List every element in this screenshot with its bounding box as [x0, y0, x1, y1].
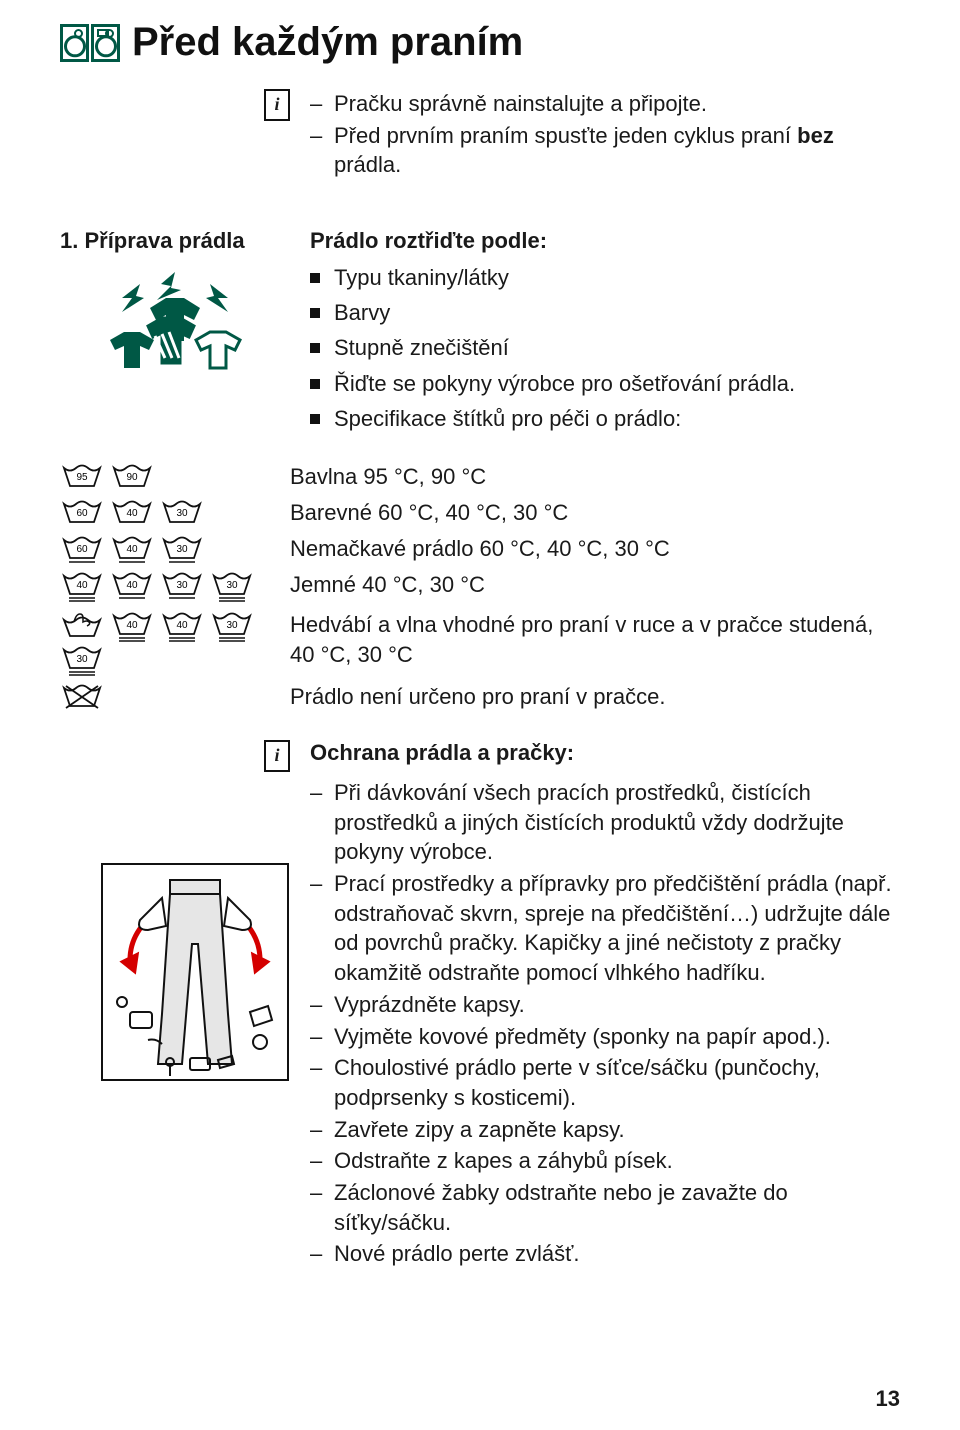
- wash-symbol-icon: 40: [110, 570, 154, 600]
- empty-pockets-icon: [100, 862, 290, 1082]
- svg-text:60: 60: [76, 544, 88, 555]
- label-row: Prádlo není určeno pro praní v pračce.: [60, 682, 900, 712]
- sort-item: Barvy: [310, 295, 900, 330]
- page-title: Před každým praním: [132, 20, 523, 65]
- sort-item: Typu tkaniny/látky: [310, 260, 900, 295]
- wash-symbol-icon: 40: [160, 610, 204, 640]
- manual-page: Před každým praním i Pračku správně nain…: [0, 0, 960, 1430]
- label-row: 95 90 Bavlna 95 °C, 90 °C: [60, 462, 900, 492]
- svg-text:40: 40: [126, 508, 138, 519]
- protect-item: Choulostivé prádlo perte v síťce/sáčku (…: [310, 1053, 900, 1112]
- wash-symbol-icon: 30: [160, 534, 204, 564]
- protect-item: Vyjměte kovové předměty (sponky na papír…: [310, 1022, 900, 1052]
- svg-text:90: 90: [126, 472, 138, 483]
- protection-section: i: [60, 740, 900, 1271]
- svg-text:40: 40: [126, 580, 138, 591]
- wash-symbol-icon: 30: [210, 570, 254, 600]
- intro-item: Před prvním praním spusťte jeden cyklus …: [310, 121, 900, 180]
- svg-text:40: 40: [176, 620, 188, 631]
- wash-symbol-icon: 40: [110, 610, 154, 640]
- page-number: 13: [876, 1386, 900, 1412]
- svg-text:40: 40: [76, 580, 88, 591]
- wash-symbol-icon: 60: [60, 534, 104, 564]
- protect-item: Při dávkování všech pracích prostředků, …: [310, 778, 900, 867]
- label-text: Hedvábí a vlna vhodné pro praní v ruce a…: [290, 610, 900, 669]
- svg-text:30: 30: [226, 580, 238, 591]
- label-text: Barevné 60 °C, 40 °C, 30 °C: [290, 498, 900, 528]
- svg-text:60: 60: [76, 508, 88, 519]
- svg-text:40: 40: [126, 620, 138, 631]
- svg-text:30: 30: [176, 508, 188, 519]
- sort-shirts-icon: [100, 266, 250, 391]
- protect-heading: Ochrana prádla a pračky:: [310, 740, 900, 766]
- label-text: Prádlo není určeno pro praní v pračce.: [290, 682, 900, 712]
- label-row: 40 40 30 30 Jemné 40 °C, 30 °C: [60, 570, 900, 600]
- intro-item: Pračku správně nainstalujte a připojte.: [310, 89, 900, 119]
- info-icon: i: [264, 740, 290, 772]
- svg-text:30: 30: [76, 654, 88, 665]
- info-icon: i: [264, 89, 290, 121]
- svg-text:30: 30: [176, 544, 188, 555]
- wash-symbol-icon: 40: [110, 534, 154, 564]
- wash-symbol-icon: 30: [210, 610, 254, 640]
- protect-item: Záclonové žabky odstraňte nebo je zavažt…: [310, 1178, 900, 1237]
- wash-symbol-icon: 40: [110, 498, 154, 528]
- wash-symbol-icon: 30: [60, 644, 104, 674]
- wash-symbol-icon: 40: [60, 570, 104, 600]
- protect-list: Při dávkování všech pracích prostředků, …: [310, 778, 900, 1269]
- svg-text:30: 30: [176, 580, 188, 591]
- sort-item: Řiďte se pokyny výrobce pro ošetřování p…: [310, 366, 900, 401]
- intro-row: i Pračku správně nainstalujte a připojte…: [60, 89, 900, 182]
- svg-text:30: 30: [226, 620, 238, 631]
- wash-symbol-icon: 60: [60, 498, 104, 528]
- svg-text:95: 95: [76, 472, 88, 483]
- protect-item: Prací prostředky a přípravky pro předčiš…: [310, 869, 900, 988]
- sort-heading: Prádlo roztřiďte podle:: [310, 228, 900, 254]
- sort-criteria: Typu tkaniny/látky Barvy Stupně znečiště…: [310, 260, 900, 436]
- care-labels: 95 90 Bavlna 95 °C, 90 °C 60 40 30 Barev…: [60, 462, 900, 712]
- label-row: 60 40 30 Barevné 60 °C, 40 °C, 30 °C: [60, 498, 900, 528]
- handwash-symbol-icon: [60, 610, 104, 640]
- label-text: Nemačkavé prádlo 60 °C, 40 °C, 30 °C: [290, 534, 900, 564]
- svg-text:40: 40: [126, 544, 138, 555]
- wash-symbol-icon: 30: [160, 498, 204, 528]
- protect-item: Nové prádlo perte zvlášť.: [310, 1239, 900, 1269]
- protect-item: Vyprázdněte kapsy.: [310, 990, 900, 1020]
- label-row: 60 40 30 Nemačkavé prádlo 60 °C, 40 °C, …: [60, 534, 900, 564]
- wash-symbol-icon: 90: [110, 462, 154, 492]
- sort-item: Stupně znečištění: [310, 330, 900, 365]
- page-title-row: Před každým praním: [60, 20, 900, 65]
- label-text: Bavlna 95 °C, 90 °C: [290, 462, 900, 492]
- protect-item: Odstraňte z kapes a záhybů písek.: [310, 1146, 900, 1176]
- nowash-symbol-icon: [60, 682, 104, 712]
- protect-item: Zavřete zipy a zapněte kapsy.: [310, 1115, 900, 1145]
- sort-item: Specifikace štítků pro péči o prádlo:: [310, 401, 900, 436]
- washer-icon: [60, 24, 120, 62]
- section-1: 1. Příprava prádla: [60, 228, 900, 436]
- label-row: 40 40 30 30 Hedvábí a vlna vhodné pro pr…: [60, 610, 900, 674]
- intro-list: Pračku správně nainstalujte a připojte. …: [310, 89, 900, 180]
- wash-symbol-icon: 30: [160, 570, 204, 600]
- wash-symbol-icon: 95: [60, 462, 104, 492]
- section-heading: 1. Příprava prádla: [60, 228, 290, 254]
- label-text: Jemné 40 °C, 30 °C: [290, 570, 900, 600]
